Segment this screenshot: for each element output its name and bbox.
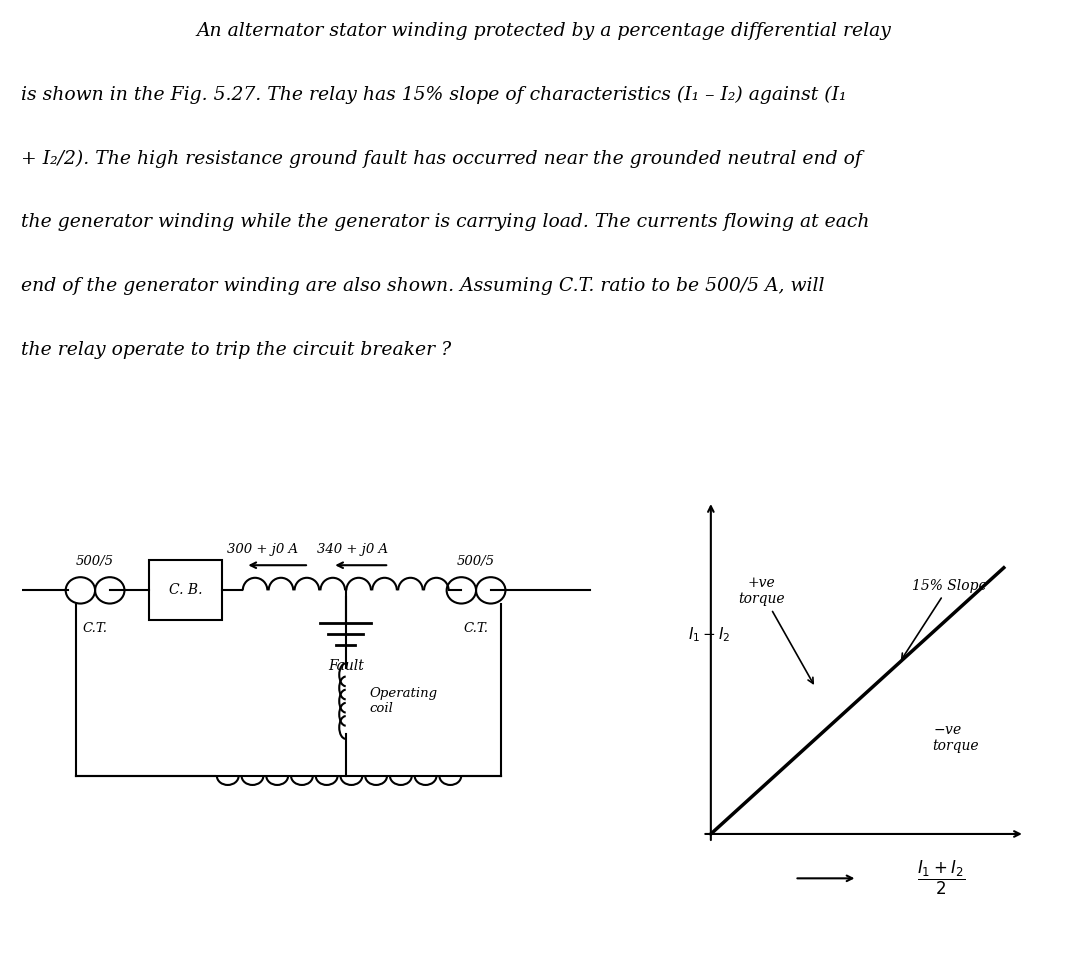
Text: Operating
coil: Operating coil — [369, 687, 438, 715]
Text: 15% Slope: 15% Slope — [901, 579, 986, 659]
Text: the generator winding while the generator is carrying load. The currents flowing: the generator winding while the generato… — [20, 214, 870, 232]
Text: C. B.: C. B. — [168, 583, 202, 598]
Text: 500/5: 500/5 — [457, 555, 495, 567]
Text: 340 + j0 A: 340 + j0 A — [317, 543, 388, 557]
Text: 500/5: 500/5 — [77, 555, 114, 567]
Text: is shown in the Fig. 5.27. The relay has 15% slope of characteristics (I₁ – I₂) : is shown in the Fig. 5.27. The relay has… — [20, 86, 846, 104]
Text: + I₂/2). The high resistance ground fault has occurred near the grounded neutral: + I₂/2). The high resistance ground faul… — [20, 149, 861, 168]
Text: $\dfrac{I_1 + I_2}{2}$: $\dfrac{I_1 + I_2}{2}$ — [917, 859, 965, 898]
Text: 300 + j0 A: 300 + j0 A — [226, 543, 298, 557]
Text: +ve
torque: +ve torque — [737, 576, 813, 683]
Text: Fault: Fault — [328, 659, 363, 673]
Text: An alternator stator winding protected by a percentage differential relay: An alternator stator winding protected b… — [196, 22, 892, 40]
Text: C.T.: C.T. — [464, 622, 488, 634]
Bar — [149, 560, 222, 621]
Text: C.T.: C.T. — [83, 622, 108, 634]
Text: $-$ve
torque: $-$ve torque — [932, 723, 979, 753]
Text: the relay operate to trip the circuit breaker ?: the relay operate to trip the circuit br… — [20, 341, 451, 359]
Text: end of the generator winding are also shown. Assuming C.T. ratio to be 500/5 A, : end of the generator winding are also sh… — [20, 278, 825, 295]
Text: $I_1 - I_2$: $I_1 - I_2$ — [688, 625, 731, 644]
